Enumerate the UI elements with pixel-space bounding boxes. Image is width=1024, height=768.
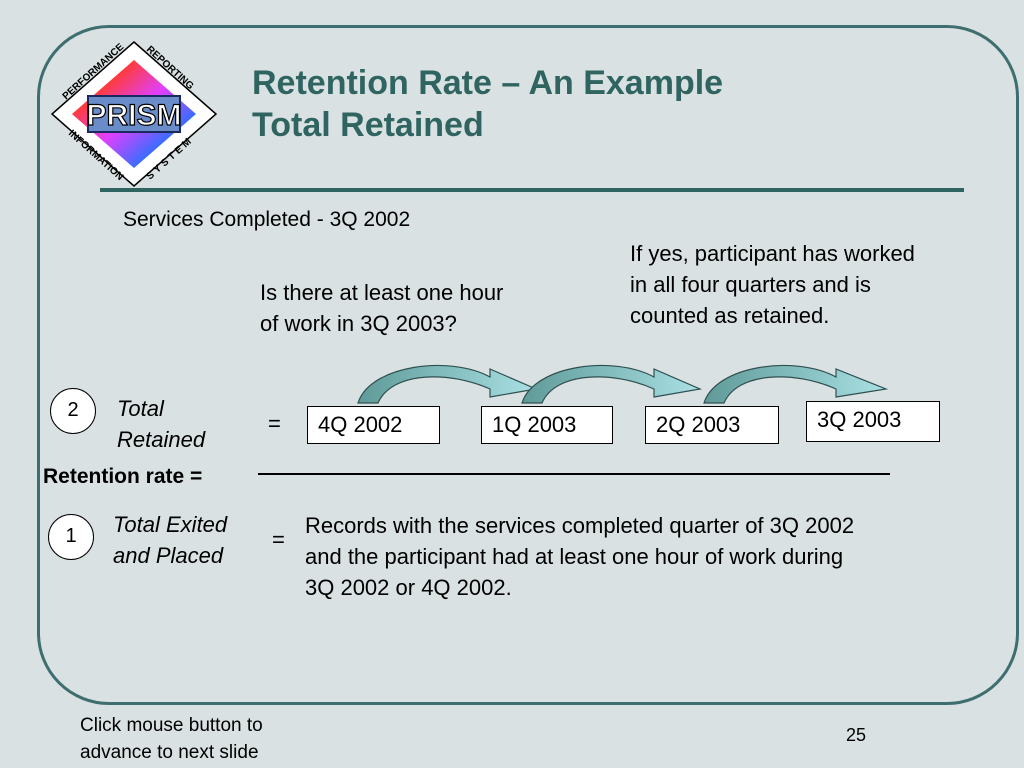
logo-center-text: PRISM <box>86 99 181 132</box>
numerator-equals: = <box>268 411 281 436</box>
quarter-box-3q-2003: 3Q 2003 <box>806 401 940 442</box>
quarter-box-2q-2003: 2Q 2003 <box>645 406 779 444</box>
retention-rate-label: Retention rate = <box>43 465 203 488</box>
arrow-1 <box>357 364 539 404</box>
quarter-box-1q-2003: 1Q 2003 <box>481 406 613 444</box>
step-1-circle: 1 <box>48 514 94 560</box>
arrow-2 <box>521 364 703 404</box>
prism-logo: PRISM PERFORMANCE REPORTING INFORMATION … <box>50 41 218 187</box>
question-line-2: of work in 3Q 2003? <box>260 311 457 336</box>
footer-line-2: advance to next slide <box>80 742 259 763</box>
question-line-1: Is there at least one hour <box>260 280 504 305</box>
arrow-3 <box>703 364 889 404</box>
denominator-desc-line-1: Records with the services completed quar… <box>305 513 855 538</box>
denominator-desc-line-3: 3Q 2002 or 4Q 2002. <box>305 575 512 600</box>
total-exited-line-2: and Placed <box>113 543 224 568</box>
denominator-desc-line-2: and the participant had at least one hou… <box>305 544 844 569</box>
answer-line-2: in all four quarters and is <box>630 272 871 297</box>
slide-frame <box>37 25 1019 705</box>
answer-line-3: counted as retained. <box>630 303 830 328</box>
title-line-2: Total Retained <box>252 106 484 144</box>
title-line-1: Retention Rate – An Example <box>252 64 724 102</box>
slide-title: Retention Rate – An Example Total Retain… <box>252 62 723 146</box>
services-completed-text: Services Completed - 3Q 2002 <box>123 208 411 231</box>
title-underline <box>100 188 964 192</box>
total-retained-line-1: Total <box>117 396 164 421</box>
total-retained-line-2: Retained <box>117 427 206 452</box>
step-2-circle: 2 <box>50 388 96 434</box>
denominator-equals: = <box>272 527 285 552</box>
footer-line-1: Click mouse button to <box>80 715 263 736</box>
page-number: 25 <box>846 725 867 745</box>
fraction-bar <box>258 473 890 475</box>
quarter-arrows <box>357 364 889 404</box>
total-exited-line-1: Total Exited <box>113 512 228 537</box>
quarter-box-4q-2002: 4Q 2002 <box>307 406 440 444</box>
answer-line-1: If yes, participant has worked <box>630 241 915 266</box>
